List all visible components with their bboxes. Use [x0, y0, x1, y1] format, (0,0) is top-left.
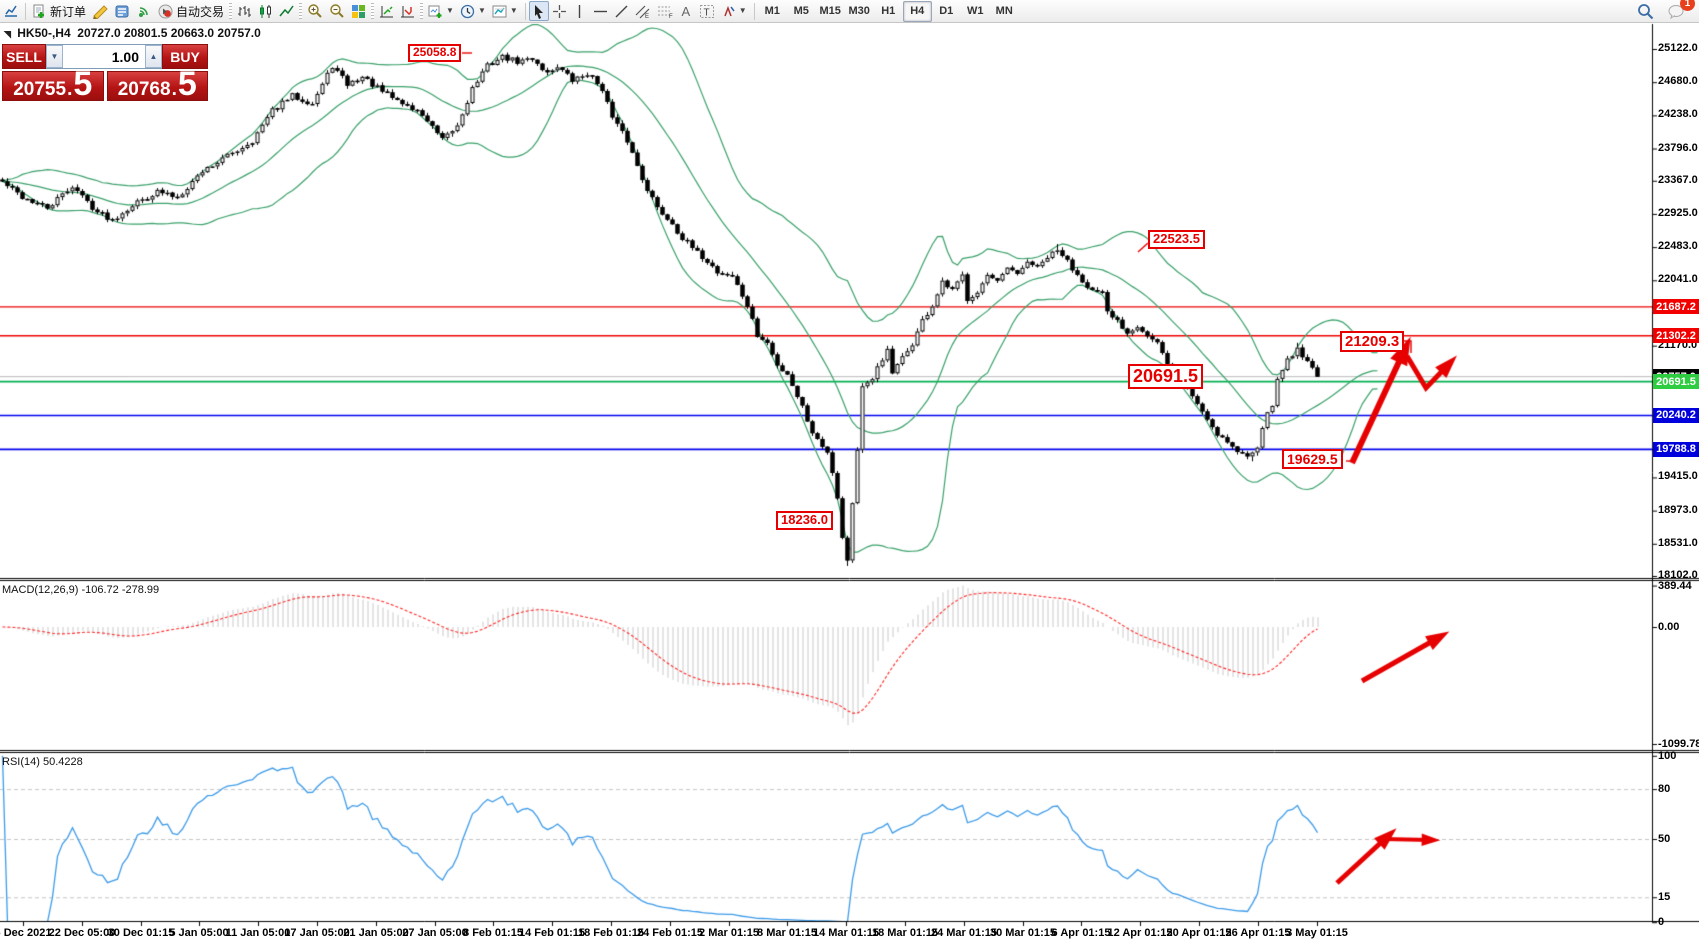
search-icon[interactable] [1634, 1, 1657, 21]
timeframe-w1[interactable]: W1 [966, 5, 984, 17]
notifications-button[interactable]: 1 [1665, 0, 1695, 21]
indicators-dropdown[interactable]: ▼ [489, 1, 521, 21]
buy-price-main: 20768 [117, 79, 171, 100]
indicator-window-alt-button[interactable] [397, 1, 418, 21]
symbol-ohlc-values: 20727.0 20801.5 20663.0 20757.0 [77, 26, 261, 40]
symbol-marker-icon: ◥ [4, 29, 11, 39]
cursor-tool-button[interactable] [528, 1, 549, 21]
text-tool-label: A [681, 3, 691, 19]
tile-windows-button[interactable] [348, 1, 369, 21]
rsi-indicator-label: RSI(14) 50.4228 [2, 756, 83, 768]
text-tool-button[interactable]: A [676, 1, 696, 21]
timeframe-m30[interactable]: M30 [848, 5, 870, 17]
autotrading-label: 自动交易 [176, 4, 225, 19]
trendline-tool-button[interactable] [611, 1, 632, 21]
timeframe-h4[interactable]: H4 [902, 0, 932, 22]
sell-button[interactable]: SELL [2, 44, 46, 69]
timeframe-mn[interactable]: MN [995, 5, 1013, 17]
new-order-label: 新订单 [50, 4, 87, 19]
signals-icon[interactable] [133, 1, 155, 21]
sell-price[interactable]: 20755. 5 [2, 65, 104, 104]
zoom-in-button[interactable] [304, 1, 326, 21]
toolbar: 新订单 自动交易 [0, 0, 1699, 23]
autotrading-icon [158, 4, 173, 19]
sell-price-pip: 5 [73, 65, 93, 104]
symbol-name: HK50-,H4 [17, 26, 71, 40]
buy-price-pip: 5 [177, 65, 197, 104]
arrows-tool-dropdown[interactable]: ▼ [718, 1, 750, 21]
fibonacci-tool-button[interactable]: F [654, 1, 676, 21]
crosshair-tool-button[interactable] [549, 1, 570, 21]
notification-badge: 1 [1680, 0, 1695, 11]
macd-indicator-label: MACD(12,26,9) -106.72 -278.99 [2, 584, 160, 596]
equidistant-channel-tool-button[interactable]: E [632, 1, 654, 21]
new-order-button[interactable]: 新订单 [29, 1, 89, 21]
buy-button[interactable]: BUY [162, 44, 208, 69]
volume-value[interactable]: 1.00 [111, 48, 139, 65]
volume-decrease-button[interactable]: ▼ [46, 45, 63, 68]
new-order-icon [32, 4, 47, 19]
market-watch-icon[interactable] [1, 1, 21, 21]
timeframe-m1[interactable]: M1 [764, 5, 780, 17]
bar-chart-mode-button[interactable] [234, 1, 255, 21]
timeframe-m5[interactable]: M5 [793, 5, 809, 17]
horizontal-line-tool-button[interactable] [590, 1, 611, 21]
volume-increase-button[interactable]: ▲ [145, 45, 162, 68]
svg-text:F: F [669, 14, 673, 19]
svg-text:T: T [703, 7, 709, 18]
candlestick-mode-button[interactable] [255, 1, 276, 21]
indicator-window-button[interactable] [376, 1, 397, 21]
one-click-trading-panel: SELL ▼ 1.00 ▲ BUY 20755. 5 20768. 5 [2, 44, 208, 101]
sell-price-main: 20755 [13, 79, 67, 100]
autotrading-button[interactable]: 自动交易 [155, 1, 227, 21]
depth-of-market-icon[interactable] [111, 1, 133, 21]
buy-price[interactable]: 20768. 5 [106, 65, 208, 104]
new-chart-dropdown[interactable]: ▼ [425, 1, 457, 21]
timeframe-m15[interactable]: M15 [819, 5, 841, 17]
volume-stepper: ▼ 1.00 ▲ [46, 44, 162, 69]
period-dropdown[interactable]: ▼ [457, 1, 489, 21]
vertical-line-tool-button[interactable] [570, 1, 590, 21]
svg-text:E: E [645, 14, 649, 19]
crayon-icon[interactable] [89, 1, 111, 21]
text-label-tool-button[interactable]: T [696, 1, 718, 21]
timeframe-h1[interactable]: H1 [881, 5, 896, 17]
zoom-out-button[interactable] [326, 1, 348, 21]
timeframe-d1[interactable]: D1 [939, 5, 954, 17]
symbol-header: ◥ HK50-,H4 20727.0 20801.5 20663.0 20757… [4, 26, 261, 40]
line-chart-mode-button[interactable] [276, 1, 297, 21]
